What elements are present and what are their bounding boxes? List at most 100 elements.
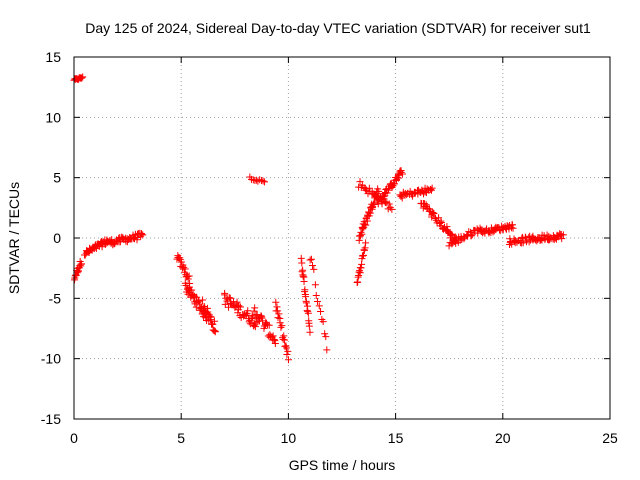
data-point	[261, 178, 269, 186]
data-point	[281, 336, 289, 344]
data-point	[319, 318, 327, 326]
data-point	[307, 255, 315, 263]
data-point	[473, 225, 481, 233]
data-point	[422, 201, 430, 209]
data-point	[448, 231, 456, 239]
data-point	[178, 258, 186, 266]
data-point	[559, 231, 567, 239]
data-point	[244, 307, 252, 315]
data-point	[283, 350, 291, 358]
data-point	[298, 259, 306, 267]
data-point	[468, 231, 476, 239]
data-point	[221, 300, 229, 308]
data-point	[300, 278, 308, 286]
x-tick-label: 15	[388, 430, 404, 446]
data-point	[274, 314, 282, 322]
data-point	[251, 323, 259, 331]
data-point	[317, 307, 325, 315]
x-tick-label: 25	[602, 430, 618, 446]
data-point	[437, 219, 445, 227]
x-tick-label: 5	[177, 430, 185, 446]
data-point	[361, 244, 369, 252]
data-point	[306, 256, 314, 264]
data-point	[265, 321, 273, 329]
y-tick-label: -10	[41, 351, 61, 367]
data-point	[196, 300, 204, 308]
data-point	[258, 176, 266, 184]
data-point	[543, 231, 551, 239]
data-point	[377, 196, 385, 204]
data-point	[138, 230, 146, 238]
data-point	[181, 265, 189, 273]
data-point	[269, 332, 277, 340]
data-point	[79, 73, 87, 81]
data-point	[184, 275, 192, 283]
data-point	[299, 272, 307, 280]
data-point	[375, 187, 383, 195]
data-point	[302, 299, 310, 307]
data-point	[354, 278, 362, 286]
data-point	[180, 263, 188, 271]
data-point	[185, 272, 193, 280]
data-point	[306, 328, 314, 336]
x-tick-label: 0	[70, 430, 78, 446]
data-point	[106, 237, 114, 245]
data-point	[271, 337, 279, 345]
data-point	[274, 307, 282, 315]
data-point	[278, 322, 286, 330]
data-point	[509, 224, 517, 232]
x-tick-label: 10	[281, 430, 297, 446]
data-point	[305, 322, 313, 330]
data-point	[248, 314, 256, 322]
data-point	[204, 308, 212, 316]
data-point	[259, 177, 267, 185]
y-tick-label: 10	[45, 109, 61, 125]
data-point	[365, 184, 373, 192]
data-point	[276, 319, 284, 327]
data-point	[362, 186, 370, 194]
y-tick-label: -5	[49, 290, 62, 306]
data-point	[280, 332, 288, 340]
data-point	[398, 170, 406, 178]
data-point	[221, 289, 229, 297]
data-point	[371, 191, 379, 199]
grid-lines	[74, 57, 610, 419]
data-point	[210, 317, 218, 325]
data-points	[70, 73, 567, 364]
data-point	[242, 311, 250, 319]
data-point	[388, 205, 396, 213]
data-point	[304, 309, 312, 317]
data-point	[271, 339, 279, 347]
data-point	[385, 200, 393, 208]
data-point	[419, 190, 427, 198]
data-point	[194, 298, 202, 306]
data-point	[321, 330, 329, 338]
y-axis-label: SDTVAR / TECUs	[6, 182, 22, 294]
y-tick-labels: -15 -10 -5 0 5 10 15	[41, 49, 61, 427]
data-point	[355, 268, 363, 276]
data-point	[315, 302, 323, 310]
data-point	[282, 344, 290, 352]
data-point	[78, 74, 86, 82]
data-point	[443, 223, 451, 231]
data-point	[298, 268, 306, 276]
data-point	[519, 239, 527, 247]
data-point	[199, 296, 207, 304]
data-point	[256, 176, 264, 184]
data-point	[362, 221, 370, 229]
data-point	[312, 292, 320, 300]
data-point	[323, 346, 331, 354]
data-point	[270, 335, 278, 343]
data-point	[309, 262, 317, 270]
data-point	[358, 230, 366, 238]
data-point	[430, 210, 438, 218]
y-tick-label: 5	[53, 170, 61, 186]
data-point	[467, 232, 475, 240]
y-tick-label: 15	[45, 49, 61, 65]
data-point	[448, 230, 456, 238]
data-point	[508, 221, 516, 229]
data-point	[236, 303, 244, 311]
data-point	[207, 313, 215, 321]
x-tick-label: 20	[495, 430, 511, 446]
axis-ticks	[73, 56, 611, 420]
